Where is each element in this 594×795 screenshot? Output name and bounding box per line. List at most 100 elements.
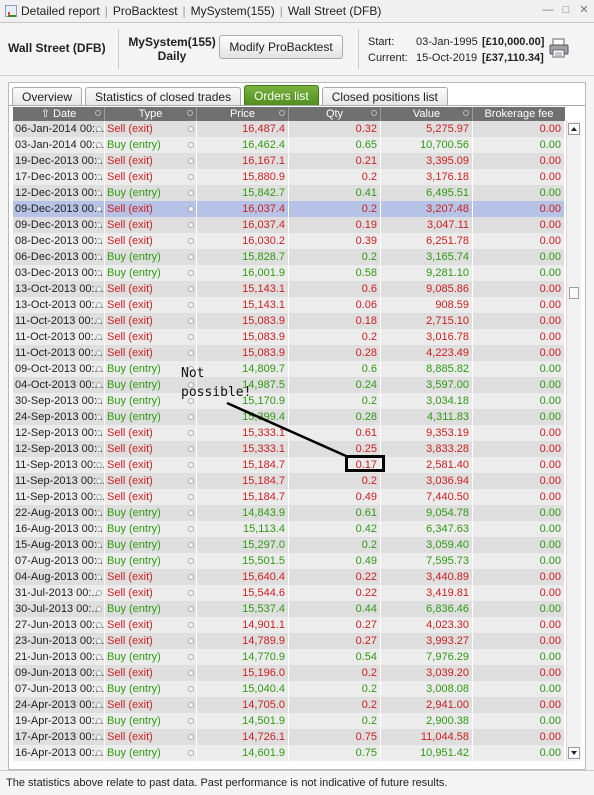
cell-qty: 0.41 [289, 185, 381, 201]
cell-qty: 0.2 [289, 169, 381, 185]
table-row[interactable]: 12-Sep-2013 00:... Sell (exit) 15,333.1 0.6… [13, 425, 565, 441]
start-label: Start: [368, 36, 395, 48]
table-row[interactable]: 13-Oct-2013 00:... Sell (exit) 15,143.1 0.6… [13, 281, 565, 297]
tab-orders-list[interactable]: Orders list [244, 85, 319, 106]
table-row[interactable]: 21-Jun-2013 00:... Buy (entry) 14,770.9 0.5… [13, 649, 565, 665]
cell-qty: 0.2 [289, 393, 381, 409]
cell-fee: 0.00 [473, 249, 565, 265]
close-icon[interactable]: ✕ [579, 4, 589, 16]
table-row[interactable]: 30-Sep-2013 00:... Buy (entry) 15,170.9 0.2… [13, 393, 565, 409]
cell-type: Buy (entry) [105, 393, 197, 409]
column-header-date[interactable]: ⇧ Date [13, 107, 105, 121]
cell-qty: 0.61 [289, 505, 381, 521]
table-row[interactable]: 11-Oct-2013 00:... Sell (exit) 15,083.9 0.2… [13, 345, 565, 361]
cell-fee: 0.00 [473, 601, 565, 617]
table-row[interactable]: 19-Apr-2013 00:... Buy (entry) 14,501.9 0.2… [13, 713, 565, 729]
cell-value: 4,023.30 [381, 617, 473, 633]
scroll-down-icon[interactable] [568, 747, 580, 759]
cell-date: 30-Sep-2013 00:... [15, 393, 105, 409]
table-row[interactable]: 15-Aug-2013 00:... Buy (entry) 15,297.0 0.2… [13, 537, 565, 553]
cell-value: 3,207.48 [381, 201, 473, 217]
current-date: 15-Oct-2019 [416, 52, 478, 64]
table-row[interactable]: 11-Sep-2013 00:... Sell (exit) 15,184.7 0.1… [13, 457, 565, 473]
cell-fee: 0.00 [473, 713, 565, 729]
cell-fee: 0.00 [473, 649, 565, 665]
table-row[interactable]: 16-Aug-2013 00:... Buy (entry) 15,113.4 0.4… [13, 521, 565, 537]
column-header-type[interactable]: Type [105, 107, 197, 121]
table-row[interactable]: 22-Aug-2013 00:... Buy (entry) 14,843.9 0.6… [13, 505, 565, 521]
table-row[interactable]: 11-Sep-2013 00:... Sell (exit) 15,184.7 0.4… [13, 489, 565, 505]
table-row[interactable]: 12-Dec-2013 00:... Buy (entry) 15,842.7 0.4… [13, 185, 565, 201]
cell-value: 9,054.78 [381, 505, 473, 521]
column-header-brokerage-fee[interactable]: Brokerage fee [484, 108, 554, 120]
cell-price: 15,828.7 [197, 249, 289, 265]
maximize-icon[interactable]: □ [562, 4, 570, 16]
table-row[interactable]: 24-Sep-2013 00:... Buy (entry) 15,399.4 0.2… [13, 409, 565, 425]
table-row[interactable]: 06-Jan-2014 00:... Sell (exit) 16,487.4 0.3… [13, 121, 565, 137]
table-row[interactable]: 12-Sep-2013 00:... Sell (exit) 15,333.1 0.2… [13, 441, 565, 457]
cell-date: 17-Dec-2013 00:... [15, 169, 105, 185]
cell-type: Sell (exit) [105, 153, 197, 169]
tab-closed-positions-list[interactable]: Closed positions list [321, 87, 448, 106]
cell-type: Sell (exit) [105, 233, 197, 249]
cell-date: 13-Oct-2013 00:... [15, 297, 105, 313]
table-row[interactable]: 11-Oct-2013 00:... Sell (exit) 15,083.9 0.2… [13, 329, 565, 345]
cell-value: 3,993.27 [381, 633, 473, 649]
table-row[interactable]: 17-Apr-2013 00:... Sell (exit) 14,726.1 0.7… [13, 729, 565, 745]
cell-value: 7,595.73 [381, 553, 473, 569]
table-row[interactable]: 11-Sep-2013 00:... Sell (exit) 15,184.7 0.2… [13, 473, 565, 489]
cell-qty: 0.27 [289, 633, 381, 649]
table-row[interactable]: 04-Aug-2013 00:... Sell (exit) 15,640.4 0.2… [13, 569, 565, 585]
scroll-up-icon[interactable] [568, 123, 580, 135]
table-row[interactable]: 04-Oct-2013 00:... Buy (entry) 14,987.5 0.2… [13, 377, 565, 393]
table-row[interactable]: 06-Dec-2013 00:... Buy (entry) 15,828.7 0.2… [13, 249, 565, 265]
table-row[interactable]: 31-Jul-2013 00:... Sell (exit) 15,544.6 0.2… [13, 585, 565, 601]
cell-fee: 0.00 [473, 553, 565, 569]
table-row[interactable]: 09-Dec-2013 00... Sell (exit) 16,037.4 0.2 3… [13, 201, 565, 217]
table-row[interactable]: 27-Jun-2013 00:... Sell (exit) 14,901.1 0.2… [13, 617, 565, 633]
table-row[interactable]: 07-Jun-2013 00:... Buy (entry) 15,040.4 0.2… [13, 681, 565, 697]
scroll-thumb[interactable] [569, 287, 579, 299]
cell-value: 11,044.58 [381, 729, 473, 745]
table-row[interactable]: 13-Oct-2013 00:... Sell (exit) 15,143.1 0.0… [13, 297, 565, 313]
vertical-scrollbar[interactable] [566, 121, 581, 761]
table-row[interactable]: 09-Dec-2013 00:... Sell (exit) 16,037.4 0.1… [13, 217, 565, 233]
cell-value: 9,353.19 [381, 425, 473, 441]
cell-value: 2,941.00 [381, 697, 473, 713]
modify-probacktest-button[interactable]: Modify ProBacktest [219, 35, 343, 59]
table-row[interactable]: 09-Oct-2013 00:... Buy (entry) 14,809.7 0.6… [13, 361, 565, 377]
cell-date: 19-Dec-2013 00:... [15, 153, 105, 169]
column-header-value[interactable]: Value [381, 107, 473, 121]
column-header-price[interactable]: Price [197, 107, 289, 121]
cell-qty: 0.2 [289, 697, 381, 713]
table-row[interactable]: 24-Apr-2013 00:... Sell (exit) 14,705.0 0.2… [13, 697, 565, 713]
cell-value: 4,223.49 [381, 345, 473, 361]
cell-date: 23-Jun-2013 00:... [15, 633, 105, 649]
table-row[interactable]: 11-Oct-2013 00:... Sell (exit) 15,083.9 0.1… [13, 313, 565, 329]
cell-value: 2,900.38 [381, 713, 473, 729]
table-row[interactable]: 07-Aug-2013 00:... Buy (entry) 15,501.5 0.4… [13, 553, 565, 569]
tab-statistics-closed-trades[interactable]: Statistics of closed trades [85, 87, 242, 106]
cell-date: 11-Sep-2013 00:... [15, 457, 105, 473]
table-row[interactable]: 03-Jan-2014 00:... Buy (entry) 16,462.4 0.6… [13, 137, 565, 153]
table-row[interactable]: 30-Jul-2013 00:... Buy (entry) 15,537.4 0.4… [13, 601, 565, 617]
cell-value: 8,885.82 [381, 361, 473, 377]
cell-price: 15,880.9 [197, 169, 289, 185]
cell-qty: 0.39 [289, 233, 381, 249]
title-bar: Detailed report | ProBacktest | MySystem… [0, 0, 594, 23]
tab-overview[interactable]: Overview [12, 87, 83, 106]
table-row[interactable]: 17-Dec-2013 00:... Sell (exit) 15,880.9 0.2… [13, 169, 565, 185]
table-row[interactable]: 23-Jun-2013 00:... Sell (exit) 14,789.9 0.2… [13, 633, 565, 649]
table-row[interactable]: 19-Dec-2013 00:... Sell (exit) 16,167.1 0.2… [13, 153, 565, 169]
printer-icon[interactable] [548, 37, 570, 59]
table-row[interactable]: 16-Apr-2013 00:... Buy (entry) 14,601.9 0.7… [13, 745, 565, 761]
table-row[interactable]: 08-Dec-2013 00:... Sell (exit) 16,030.2 0.3… [13, 233, 565, 249]
cell-price: 15,083.9 [197, 329, 289, 345]
minimize-icon[interactable]: — [542, 4, 554, 16]
table-row[interactable]: 03-Dec-2013 00:... Buy (entry) 16,001.9 0.5… [13, 265, 565, 281]
column-header-qty[interactable]: Qty [289, 107, 381, 121]
cell-fee: 0.00 [473, 185, 565, 201]
cell-value: 5,275.97 [381, 121, 473, 137]
cell-value: 3,039.20 [381, 665, 473, 681]
table-row[interactable]: 09-Jun-2013 00:... Sell (exit) 15,196.0 0.2… [13, 665, 565, 681]
